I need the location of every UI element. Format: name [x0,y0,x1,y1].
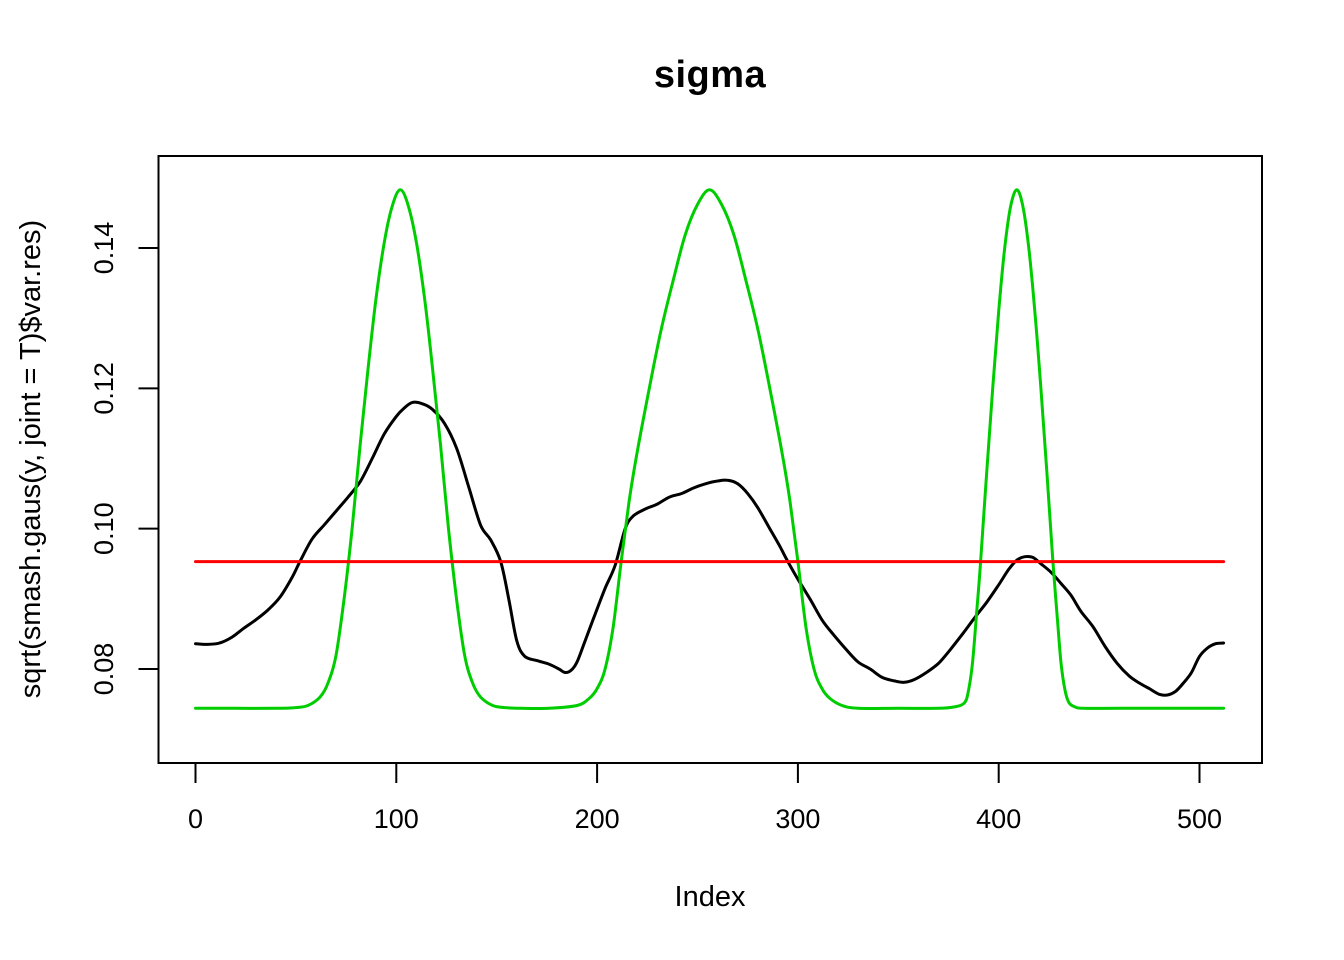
y-tick-label: 0.12 [89,362,119,415]
y-tick-label: 0.10 [89,502,119,555]
x-tick-label: 500 [1177,804,1222,834]
y-tick-label: 0.08 [89,643,119,696]
plot-title: sigma [653,54,767,96]
series-estimated-sd-black [194,400,1226,697]
x-axis-label: Index [674,881,746,913]
x-tick-label: 0 [188,804,203,834]
y-tick-label: 0.14 [89,222,119,275]
x-tick-label: 400 [976,804,1021,834]
x-tick-label: 300 [775,804,820,834]
x-tick-label: 200 [575,804,620,834]
plot-box [157,155,1263,764]
series-true-sigma-green [194,188,1226,711]
x-tick-label: 100 [374,804,419,834]
